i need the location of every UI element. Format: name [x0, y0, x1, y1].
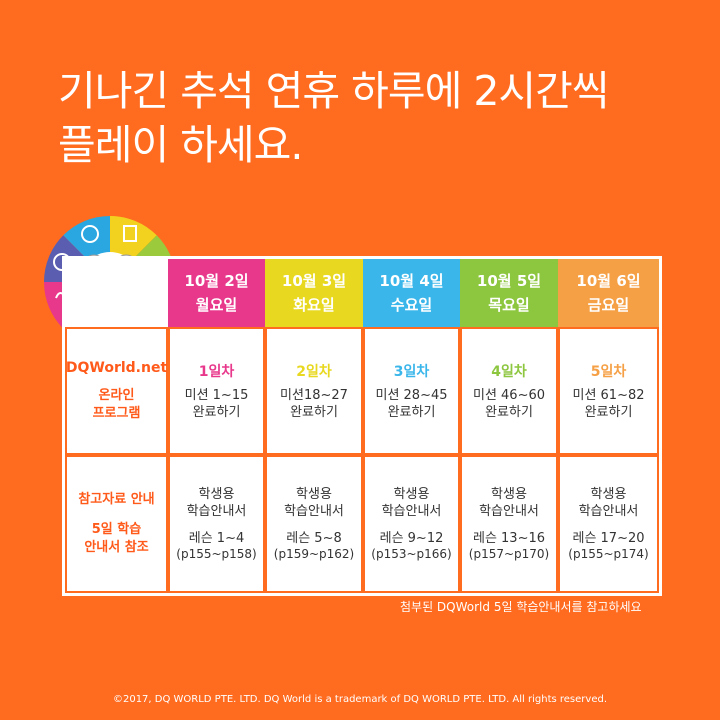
guide-line2: 학습안내서 — [381, 504, 442, 519]
guide-line1: 학생용 — [296, 487, 332, 502]
header-weekday: 월요일 — [195, 296, 238, 314]
day-label: 5일차 — [590, 364, 627, 380]
mission-cell: 2일차 미션18~27 완료하기 — [265, 327, 363, 455]
copyright: ©2017, DQ WORLD PTE. LTD. DQ World is a … — [112, 694, 608, 705]
headline: 기나긴 추석 연휴 하루에 2시간씩 플레이 하세요. — [58, 64, 610, 172]
mission-range: 미션18~27 — [280, 388, 348, 403]
mission-cell: 5일차 미션 61~82 완료하기 — [558, 327, 659, 455]
mission-cell: 1일차 미션 1~15 완료하기 — [168, 327, 265, 455]
header-day-4: 10월 5일 목요일 — [460, 259, 558, 327]
brand-link[interactable]: DQWorld.net — [65, 360, 168, 376]
mission-range: 미션 46~60 — [472, 388, 546, 403]
row-label-line1: 온라인 — [98, 388, 135, 403]
page-range: (p155~p158) — [176, 547, 257, 561]
guide-line1: 학생용 — [491, 487, 527, 502]
header-weekday: 목요일 — [488, 296, 530, 314]
header-day-1: 10월 2일 월요일 — [168, 259, 265, 327]
day-label: 4일차 — [491, 364, 527, 380]
globe-icon — [81, 225, 99, 243]
footnote: 첨부된 DQWorld 5일 학습안내서를 참고하세요 — [400, 600, 642, 614]
guide-line2: 학습안내서 — [479, 504, 539, 519]
row-label-line3: 안내서 참조 — [84, 540, 149, 555]
row-label-line1: 참고자료 안내 — [78, 492, 155, 507]
guide-line2: 학습안내서 — [186, 504, 247, 519]
mission-action: 완료하기 — [192, 405, 241, 420]
headline-line-2: 플레이 하세요. — [58, 121, 303, 169]
header-day-2: 10월 3일 화요일 — [265, 259, 363, 327]
lesson-range: 레슨 13~16 — [472, 531, 546, 546]
day-label: 2일차 — [296, 364, 332, 380]
mission-cell: 3일차 미션 28~45 완료하기 — [363, 327, 460, 455]
guide-line1: 학생용 — [393, 487, 430, 502]
mission-action: 완료하기 — [290, 405, 338, 420]
lesson-range: 레슨 9~12 — [379, 531, 444, 546]
header-date: 10월 4일 — [379, 272, 444, 290]
mission-range: 미션 1~15 — [184, 388, 249, 403]
row-label-line2: 프로그램 — [92, 406, 141, 421]
mission-action: 완료하기 — [485, 405, 533, 420]
page-range: (p155~p174) — [568, 547, 649, 561]
header-day-3: 10월 4일 수요일 — [363, 259, 460, 327]
row-label-reference: 참고자료 안내 5일 학습 안내서 참조 — [65, 455, 168, 593]
headline-line-1: 기나긴 추석 연휴 하루에 2시간씩 — [58, 67, 610, 115]
guide-line1: 학생용 — [198, 487, 235, 502]
header-date: 10월 5일 — [476, 272, 542, 290]
lesson-range: 레슨 1~4 — [188, 531, 245, 546]
header-date: 10월 3일 — [281, 272, 347, 290]
guide-line1: 학생용 — [590, 487, 627, 502]
page-range: (p153~p166) — [371, 547, 452, 561]
row-label-line2: 5일 학습 — [91, 522, 142, 537]
schedule-table: 10월 2일 월요일 10월 3일 화요일 10월 4일 수요일 10월 5일 … — [62, 256, 662, 596]
mission-range: 미션 61~82 — [572, 388, 645, 403]
mission-action: 완료하기 — [387, 405, 436, 420]
header-day-5: 10월 6일 금요일 — [558, 259, 659, 327]
lesson-range: 레슨 17~20 — [572, 531, 645, 546]
document-icon — [123, 225, 137, 242]
header-weekday: 금요일 — [587, 296, 630, 314]
header-date: 10월 2일 — [184, 272, 249, 290]
guide-line2: 학습안내서 — [578, 504, 639, 519]
header-weekday: 화요일 — [293, 296, 335, 314]
lesson-range: 레슨 5~8 — [286, 531, 342, 546]
day-label: 3일차 — [393, 364, 430, 380]
page-range: (p159~p162) — [273, 547, 355, 561]
row-label-online: DQWorld.net 온라인 프로그램 — [65, 327, 168, 455]
mission-range: 미션 28~45 — [375, 388, 448, 403]
header-date: 10월 6일 — [576, 272, 641, 290]
day-label: 1일차 — [198, 364, 235, 380]
mission-action: 완료하기 — [584, 405, 633, 420]
guide-line2: 학습안내서 — [284, 504, 344, 519]
header-weekday: 수요일 — [390, 296, 433, 314]
page-range: (p157~p170) — [468, 547, 550, 561]
mission-cell: 4일차 미션 46~60 완료하기 — [460, 327, 558, 455]
